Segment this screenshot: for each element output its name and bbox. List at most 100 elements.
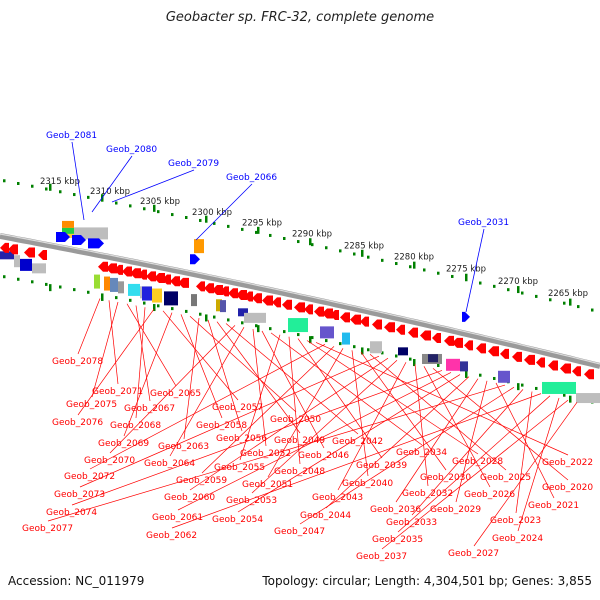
minor-tick [395,262,398,266]
reverse-gene-arrow [106,263,117,274]
minor-tick [255,324,258,328]
minor-tick [171,213,174,217]
reverse-gene-arrow [130,268,141,279]
reverse-gene-label: Geob_2064 [144,459,195,469]
scale-ticks [3,179,594,404]
feature-block [142,286,152,301]
reverse-gene-label: Geob_2030 [420,473,471,483]
major-tick [49,183,52,191]
reverse-gene-label: Geob_2076 [52,418,103,428]
reverse-gene-label: Geob_2055 [214,463,265,473]
reverse-gene-leader [473,402,578,547]
feature-block [32,263,46,274]
reverse-gene-label: Geob_2059 [176,476,227,486]
reverse-gene-arrow [244,291,253,302]
reverse-gene-arrow [524,354,535,365]
reverse-gene-arrow [282,299,292,310]
minor-tick [563,393,566,397]
reverse-gene-label: Geob_2042 [332,437,383,447]
minor-tick [115,296,118,300]
reverse-gene-label: Geob_2067 [124,404,175,414]
reverse-gene-arrow [340,312,350,323]
reverse-gene-label: Geob_2022 [542,458,593,468]
major-tick [517,383,520,391]
reverse-gene-label: Geob_2075 [66,400,117,410]
reverse-gene-arrow [304,304,313,315]
forward-gene-arrow [190,254,200,265]
reverse-gene-arrow [420,330,431,341]
scale-label: 2295 kbp [242,219,282,229]
reverse-gene-leader [183,317,200,440]
reverse-gene-arrow [452,337,463,348]
reverse-gene-label: Geob_2035 [372,535,423,545]
reverse-gene-label: Geob_2065 [150,389,201,399]
feature-block [342,332,350,345]
reverse-gene-label: Geob_2058 [196,421,247,431]
minor-tick [87,195,90,199]
minor-tick [409,265,412,269]
minor-tick [227,318,230,322]
reverse-gene-label: Geob_2062 [146,531,197,541]
reverse-gene-leader [189,357,389,491]
reverse-gene-label: Geob_2061 [152,513,203,523]
reverse-gene-arrow [488,346,499,357]
minor-tick [353,345,356,349]
reverse-gene-label: Geob_2057 [212,403,263,413]
minor-tick [3,275,6,279]
reverse-gene-arrow [536,357,545,368]
major-tick [465,370,468,378]
minor-tick [129,298,132,302]
reverse-gene-label: Geob_2026 [464,490,515,500]
reverse-gene-label: Geob_2077 [22,524,73,534]
reverse-gene-leader [299,386,515,525]
reverse-gene-label: Geob_2078 [52,357,103,367]
minor-tick [73,288,76,292]
minor-tick [157,210,160,214]
minor-tick [143,207,146,211]
reverse-gene-label: Geob_2034 [396,448,447,458]
feature-block [62,220,74,228]
minor-tick [213,315,216,319]
feature-block [428,354,438,363]
minor-tick [185,215,188,219]
reverse-gene-leader [237,374,461,513]
minor-tick [367,255,370,259]
reverse-gene-arrow [350,314,361,325]
reverse-gene-arrow [396,324,405,335]
feature-block [20,258,32,271]
reverse-gene-leader [201,346,335,474]
map-title: Geobacter sp. FRC-32, complete genome [165,10,435,25]
major-tick [569,395,572,403]
major-tick [413,359,416,367]
minor-tick [241,321,244,325]
reverse-gene-leader [337,362,407,491]
reverse-gene-leader [414,364,429,487]
major-tick [153,304,156,312]
reverse-gene-arrow [512,351,522,362]
reverse-gene-label: Geob_2070 [84,456,135,466]
minor-tick [367,348,370,352]
reverse-gene-label: Geob_2036 [370,505,421,515]
reverse-gene-leader [91,301,119,398]
minor-tick [283,330,286,334]
feature-block [104,276,110,291]
major-tick [257,325,260,333]
feature-block [288,318,308,333]
reverse-gene-arrow [170,276,180,287]
feature-block [152,288,162,303]
scale-label: 2310 kbp [90,187,130,197]
reverse-gene-label: Geob_2052 [240,449,291,459]
feature-block [398,347,408,356]
reverse-gene-leader [225,323,359,435]
reverse-gene-arrow [584,369,594,380]
reverse-gene-arrow [262,295,273,306]
minor-tick [87,290,90,294]
reverse-gene-label: Geob_2033 [386,518,437,528]
reverse-gene-leader [239,334,281,461]
major-tick [517,286,520,294]
minor-tick [269,327,272,331]
minor-tick [339,249,342,253]
reverse-gene-leader [135,307,146,419]
feature-block [446,358,460,371]
